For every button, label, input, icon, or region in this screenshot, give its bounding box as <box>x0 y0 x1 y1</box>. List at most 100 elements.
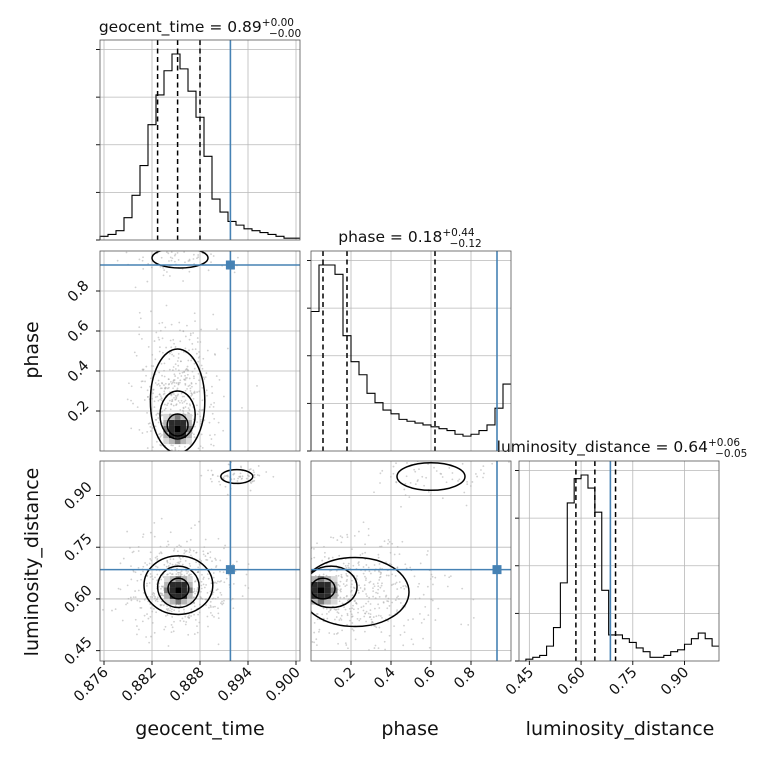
sample-point <box>328 632 331 634</box>
sample-point <box>232 607 235 610</box>
sample-point <box>330 536 332 539</box>
sample-point <box>168 358 171 360</box>
sample-point <box>173 462 175 464</box>
sample-point <box>177 573 180 576</box>
sample-point <box>378 607 381 609</box>
sample-point <box>396 545 399 548</box>
sample-point <box>156 566 159 569</box>
sample-point <box>412 618 414 620</box>
density-cell <box>311 581 312 588</box>
sample-point <box>347 647 349 650</box>
sample-point <box>195 352 198 355</box>
sample-point <box>163 390 166 393</box>
contour-level-3 <box>149 348 206 451</box>
sample-point <box>367 527 370 530</box>
sample-point <box>223 475 226 478</box>
sample-point <box>129 596 132 599</box>
sample-point <box>367 566 370 569</box>
sample-point <box>363 587 366 590</box>
sample-point <box>249 481 252 483</box>
sample-point <box>135 354 138 357</box>
sample-point <box>159 265 162 268</box>
sample-point <box>169 572 172 575</box>
sample-point <box>176 251 179 254</box>
sample-point <box>174 394 177 397</box>
density-cell <box>163 425 170 433</box>
density-cell <box>186 438 192 445</box>
density-cell <box>317 593 325 599</box>
sample-point <box>345 574 348 577</box>
sample-point <box>183 608 185 611</box>
sample-point <box>148 562 151 565</box>
sample-point <box>273 600 275 602</box>
sample-point <box>367 534 370 537</box>
sample-point <box>395 581 398 584</box>
sample-point <box>265 612 267 614</box>
sample-point <box>210 261 212 264</box>
sample-point <box>206 394 208 397</box>
sample-point <box>170 624 173 626</box>
sample-point <box>214 581 217 584</box>
sample-point <box>143 614 146 617</box>
sample-point <box>151 596 154 598</box>
sample-point <box>226 493 229 496</box>
sample-point <box>136 406 139 409</box>
sample-point <box>217 612 220 615</box>
sample-point <box>166 462 168 464</box>
sample-point <box>154 556 157 559</box>
sample-point <box>138 333 141 336</box>
density-cell <box>311 598 312 605</box>
sample-point <box>322 607 325 610</box>
sample-point <box>347 562 350 565</box>
sample-point <box>158 322 161 325</box>
sample-point <box>356 575 358 577</box>
plot-layer: 0.876 0.882 0.888 0.894 0.900 0.2 0.4 0.6 0.8 0.4… <box>62 39 720 705</box>
sample-point <box>159 329 162 332</box>
sample-point <box>163 269 166 272</box>
sample-point <box>158 371 161 374</box>
sample-point <box>170 382 173 385</box>
sample-point <box>466 481 468 483</box>
sample-point <box>136 579 139 582</box>
sample-point <box>162 274 165 277</box>
sample-point <box>163 392 166 395</box>
sample-point <box>337 583 340 586</box>
sample-point <box>192 392 195 394</box>
sample-point <box>357 564 360 566</box>
sample-point <box>458 478 461 481</box>
sample-point <box>337 574 340 577</box>
sample-point <box>344 585 347 588</box>
sample-point <box>154 596 157 598</box>
sample-point <box>461 587 464 590</box>
y-tick-label: 0.60 <box>62 583 96 617</box>
sample-point <box>349 610 352 613</box>
sample-point <box>222 429 225 432</box>
sample-point <box>168 260 170 262</box>
sample-point <box>448 467 451 469</box>
sample-point <box>193 633 196 635</box>
sample-point <box>194 524 196 527</box>
sample-point <box>199 603 201 606</box>
sample-point <box>204 456 206 458</box>
sample-point <box>423 484 425 487</box>
sample-point <box>357 607 360 610</box>
sample-point <box>136 633 138 636</box>
sample-point <box>338 585 341 587</box>
sample-point <box>272 475 275 478</box>
sample-point <box>363 588 366 591</box>
density-cell <box>163 438 170 445</box>
sample-point <box>160 463 162 465</box>
sample-point <box>193 367 196 370</box>
density-cell <box>324 598 331 605</box>
sample-point <box>129 546 131 549</box>
sample-point <box>172 444 174 447</box>
sample-point <box>344 564 347 567</box>
sample-point <box>159 444 162 446</box>
sample-point <box>173 463 175 465</box>
sample-point <box>381 616 383 619</box>
sample-point <box>388 614 391 616</box>
sample-point <box>167 465 169 467</box>
sample-point <box>292 574 294 576</box>
sample-point <box>368 596 371 599</box>
sample-point <box>157 421 160 424</box>
